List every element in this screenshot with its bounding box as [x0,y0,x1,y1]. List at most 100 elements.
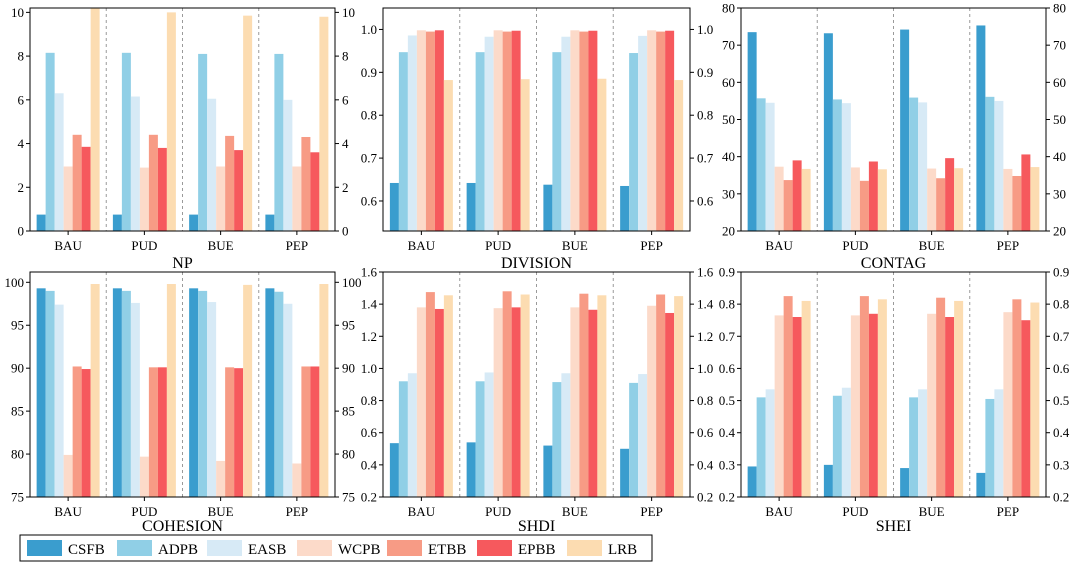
bar-easb-bue [561,36,571,232]
x-tick-label-bue: BUE [919,238,945,253]
x-tick-label-bue: BUE [562,238,588,253]
y-tick-label-left: 0.6 [361,425,378,440]
bar-csfb-bue [189,288,199,497]
y-tick-label-left: 0.8 [719,297,735,312]
bar-csfb-pep [976,25,986,231]
bar-wcpb-pud [850,315,860,497]
bar-epbb-pud [868,313,878,497]
bar-adpb-bue [552,382,562,497]
bar-adpb-pud [121,52,131,231]
panel-title: DIVISION [501,255,573,272]
panel-shei: 0.2 0.2 0.3 0.3 0.4 0.4 0.5 0.5 0.6 0.6 0.7 0.7 0.8 0… [719,265,1070,536]
bar-etbb-bau [783,296,793,497]
bar-lrb-bue [243,15,253,232]
bar-etbb-bue [579,293,589,497]
y-tick-label-right: 0.5 [1053,393,1069,408]
bar-easb-pud [130,302,140,497]
bar-epbb-bue [234,368,244,497]
x-tick-label-pud: PUD [485,238,511,253]
bar-csfb-pud [112,214,122,231]
bar-easb-bau [54,93,64,231]
bar-lrb-pep [1030,167,1040,231]
bar-lrb-bue [243,284,253,497]
bar-csfb-pud [823,464,833,497]
bar-adpb-bue [552,52,562,231]
bar-csfb-bue [543,184,553,231]
y-tick-label-left: 1.2 [361,329,377,344]
x-tick-label-bue: BUE [208,238,234,253]
bar-csfb-pud [466,442,476,497]
bar-wcpb-pud [139,456,149,497]
legend: CSFB ADPB EASB WCPB ETBB EPBB LRB [19,534,653,562]
plot-frame [29,271,336,498]
bar-wcpb-bue [570,307,580,497]
bar-adpb-bau [398,52,408,231]
y-tick-label-left: 75 [11,490,24,505]
bar-wcpb-pep [647,305,657,497]
bar-csfb-bau [389,182,399,231]
y-tick-label-right: 0.9 [1053,265,1069,280]
legend-swatch-adpb [117,540,152,556]
bar-adpb-pep [629,382,639,497]
y-tick-label-right: 100 [342,275,362,290]
bar-wcpb-bue [927,168,937,231]
x-tick-label-bau: BAU [54,504,82,519]
bar-adpb-pep [274,53,284,231]
bar-lrb-pep [674,296,684,497]
panel-title: SHDI [518,518,555,535]
bar-easb-pep [283,99,293,231]
bar-etbb-pep [656,294,666,497]
bar-lrb-bau [801,300,811,497]
y-tick-label-left: 6 [18,92,25,107]
y-tick-label-right: 0.2 [697,490,713,505]
bar-wcpb-bau [416,30,426,231]
bar-etbb-bue [579,31,589,232]
bar-easb-bau [765,102,775,231]
bar-adpb-pud [121,290,131,497]
bar-adpb-bue [198,290,208,497]
legend-label-lrb: LRB [608,542,637,558]
bar-csfb-bau [36,214,46,231]
bar-adpb-pep [985,398,995,497]
bar-epbb-bau [792,160,802,231]
y-tick-label-left: 0.3 [719,457,735,472]
y-tick-label-left: 1.0 [361,361,377,376]
panel-title: CONTAG [861,255,927,272]
y-tick-label-right: 0.6 [697,425,714,440]
y-tick-label-right: 1.0 [697,22,713,37]
bar-epbb-pep [665,30,675,232]
bar-lrb-bue [597,295,607,497]
y-tick-label-right: 1.4 [697,297,714,312]
y-tick-label-right: 0.8 [697,393,713,408]
bar-epbb-pep [310,366,320,497]
bar-epbb-pep [310,152,320,231]
y-tick-label-left: 4 [18,136,25,151]
y-tick-label-right: 10 [342,5,355,20]
bar-easb-pep [638,35,648,231]
y-tick-label-right: 30 [1053,186,1066,201]
bar-csfb-pud [112,288,122,497]
legend-label-epbb: EPBB [518,542,556,558]
bar-adpb-bau [756,397,766,497]
y-tick-label-right: 1.6 [697,265,714,280]
x-tick-label-bau: BAU [765,238,793,253]
bar-lrb-bue [954,300,964,497]
bar-easb-bue [207,98,217,231]
bar-adpb-pud [832,395,842,497]
x-tick-label-pud: PUD [131,238,157,253]
bar-adpb-bue [909,397,919,497]
bar-easb-bue [561,373,571,497]
bar-csfb-bue [543,445,553,497]
x-tick-label-pud: PUD [131,504,157,519]
plot-frame [382,271,691,498]
bar-epbb-pud [511,307,521,497]
y-tick-label-right: 0.4 [1053,425,1070,440]
bar-easb-bue [207,302,217,497]
y-tick-label-left: 0.2 [361,490,377,505]
panel-title: NP [172,255,193,272]
y-tick-label-right: 0.7 [697,151,714,166]
bar-wcpb-bau [774,166,784,231]
x-tick-label-bau: BAU [408,504,436,519]
y-tick-label-left: 10 [11,5,24,20]
